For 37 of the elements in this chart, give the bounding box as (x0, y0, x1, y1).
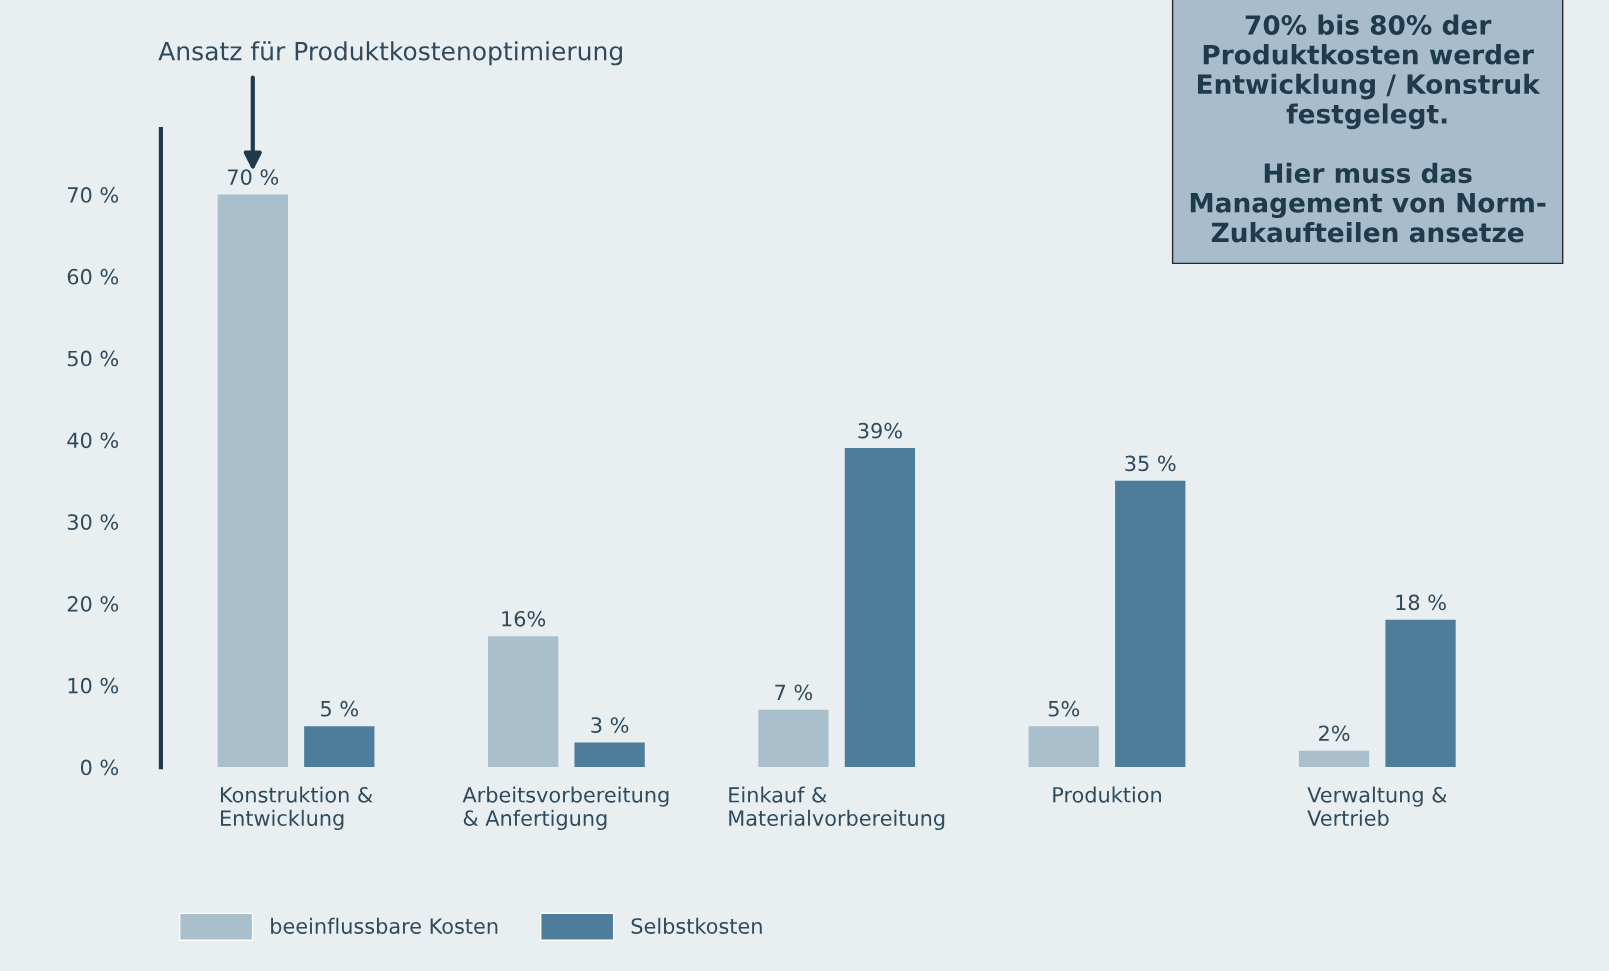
y-tick-label: 30 % (67, 514, 119, 530)
y-tick-label: 10 % (68, 677, 119, 694)
text: 70% bis 80% der Produktkosten werder Entwicklung / Konstruk festgelegt. Hier muss das Management von Norm- Zukaufteilen ansetze (1190, 14, 1546, 243)
data-label: 18 % (1396, 594, 1446, 611)
bar (487, 636, 559, 768)
bar (758, 709, 829, 768)
y-tick-label: 60 % (67, 268, 119, 285)
data-label: 70 % (228, 169, 279, 185)
bar (844, 448, 916, 768)
bar (304, 726, 375, 768)
data-label: 35 % (1125, 455, 1176, 472)
y-tick-label: 40 % (67, 432, 119, 449)
text: Ansatz für Produktkostenoptimierung (158, 41, 622, 66)
bar (1385, 619, 1456, 768)
bar (1028, 726, 1099, 768)
legend-label: beeinflussbare Kosten (271, 917, 498, 934)
bar (217, 194, 288, 768)
x-tick-label: Arbeitsvorbereitung & Anfertigung (462, 786, 669, 831)
y-tick-label: 0 % (80, 759, 119, 776)
data-label: 5% (1048, 700, 1080, 717)
y-tick-label: 20 % (67, 595, 119, 612)
data-label: 39% (858, 422, 902, 439)
bar (1115, 480, 1186, 768)
x-tick-label: Konstruktion & Entwicklung (221, 786, 373, 831)
bar (1298, 750, 1370, 768)
data-label: 3 % (591, 717, 629, 733)
data-label: 2% (1319, 725, 1350, 742)
data-label: 5 % (321, 700, 358, 717)
data-label: 7 % (775, 684, 813, 701)
y-tick-label: 70 % (68, 187, 119, 203)
y-tick-label: 50 % (67, 350, 119, 367)
x-tick-label: Produktion (1053, 786, 1161, 803)
x-tick-label: Einkauf & Materialvorbereitung (729, 786, 945, 831)
x-tick-label: Verwaltung & Vertrieb (1307, 786, 1447, 826)
data-label: 16% (502, 610, 546, 627)
bar (574, 742, 645, 768)
legend-label: Selbstkosten (631, 917, 762, 934)
